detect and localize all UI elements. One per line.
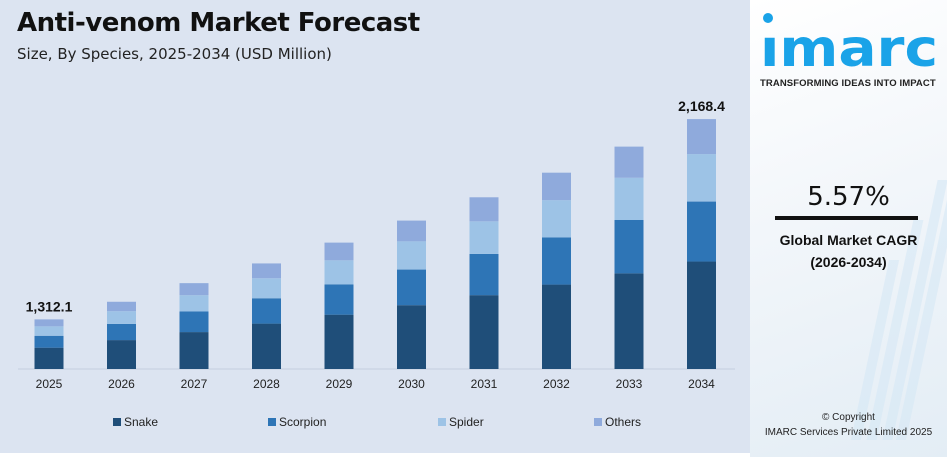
bar-others-2032 [542, 172, 571, 201]
brand-tagline: TRANSFORMING IDEAS INTO IMPACT [760, 78, 936, 89]
bar-spider-2027 [179, 295, 209, 312]
bar-spider-2034 [687, 154, 716, 202]
svg-text:ımarc: ımarc [760, 19, 938, 72]
bar-scorpion-2028 [252, 298, 281, 324]
copyright: © Copyright IMARC Services Private Limit… [750, 410, 947, 440]
cagr-divider [775, 216, 918, 220]
chart-plot: 2025 1,312.1 2026 2027 2028 2029 2030 2031 2032 2… [18, 98, 735, 391]
bar-spider-2029 [324, 260, 354, 285]
bar-snake-2033 [614, 273, 644, 369]
bar-snake-2032 [542, 284, 571, 369]
cagr-label: Global Market CAGR (2026-2034) [750, 229, 947, 273]
legend-swatch [113, 418, 121, 426]
bar-scorpion-2029 [324, 284, 354, 315]
x-tick-label: 2031 [471, 377, 498, 391]
bar-others-2029 [324, 242, 354, 261]
copyright-line1: © Copyright [822, 412, 875, 423]
chart-panel: Anti-venom Market Forecast Size, By Spec… [0, 0, 750, 453]
bar-snake-2026 [107, 340, 136, 369]
bar-snake-2029 [324, 314, 354, 369]
legend-swatch [438, 418, 446, 426]
bar-others-2026 [107, 301, 136, 312]
bar-others-2025 [34, 319, 64, 327]
bar-spider-2031 [469, 221, 499, 254]
cagr-label-line2: (2026-2034) [810, 254, 887, 270]
bar-others-2031 [469, 197, 499, 222]
legend-swatch [268, 418, 276, 426]
legend-item-snake: Snake [113, 415, 158, 429]
bar-scorpion-2033 [614, 220, 644, 274]
bar-scorpion-2032 [542, 237, 571, 285]
bar-spider-2030 [397, 241, 426, 270]
legend-swatch [594, 418, 602, 426]
imarc-logo: ımarc [760, 13, 938, 72]
bar-scorpion-2031 [469, 253, 499, 296]
side-panel: ımarc TRANSFORMING IDEAS INTO IMPACT 5.5… [750, 0, 947, 457]
bar-scorpion-2027 [179, 311, 209, 333]
bar-others-2030 [397, 220, 426, 242]
bar-snake-2025 [34, 347, 64, 369]
bar-snake-2027 [179, 332, 209, 369]
data-label: 2,168.4 [678, 98, 725, 114]
legend-item-spider: Spider [438, 415, 484, 429]
cagr-value: 5.57% [807, 182, 890, 212]
bar-scorpion-2026 [107, 323, 136, 341]
bar-scorpion-2030 [397, 269, 426, 306]
bar-spider-2026 [107, 311, 136, 324]
x-tick-label: 2026 [108, 377, 135, 391]
x-tick-label: 2032 [543, 377, 570, 391]
copyright-line2: IMARC Services Private Limited 2025 [764, 427, 933, 438]
bar-spider-2025 [34, 326, 64, 336]
bar-others-2027 [179, 283, 209, 296]
x-tick-label: 2029 [326, 377, 353, 391]
chart-title: Anti-venom Market Forecast [17, 8, 420, 38]
bar-snake-2030 [397, 305, 426, 369]
x-tick-label: 2028 [253, 377, 280, 391]
legend-label: Others [605, 415, 642, 429]
chart-subtitle: Size, By Species, 2025-2034 (USD Million… [17, 45, 332, 63]
legend-label: Spider [449, 415, 484, 429]
bar-others-2034 [687, 119, 716, 155]
x-tick-label: 2030 [398, 377, 425, 391]
bar-scorpion-2034 [687, 201, 716, 262]
legend-label: Scorpion [279, 415, 327, 429]
x-tick-label: 2034 [688, 377, 715, 391]
bar-snake-2028 [252, 323, 281, 369]
cagr-label-line1: Global Market CAGR [779, 232, 918, 248]
x-tick-label: 2027 [181, 377, 208, 391]
data-label: 1,312.1 [26, 298, 73, 314]
bar-spider-2033 [614, 177, 644, 221]
bar-others-2033 [614, 146, 644, 178]
x-tick-label: 2025 [36, 377, 63, 391]
bar-snake-2034 [687, 261, 716, 369]
bar-spider-2028 [252, 278, 281, 299]
x-tick-label: 2033 [616, 377, 643, 391]
bar-spider-2032 [542, 200, 571, 238]
bar-snake-2031 [469, 295, 499, 369]
legend-label: Snake [124, 415, 159, 429]
bar-others-2028 [252, 263, 281, 279]
legend-item-scorpion: Scorpion [268, 415, 326, 429]
legend-item-others: Others [594, 415, 641, 429]
bar-scorpion-2025 [34, 335, 64, 348]
